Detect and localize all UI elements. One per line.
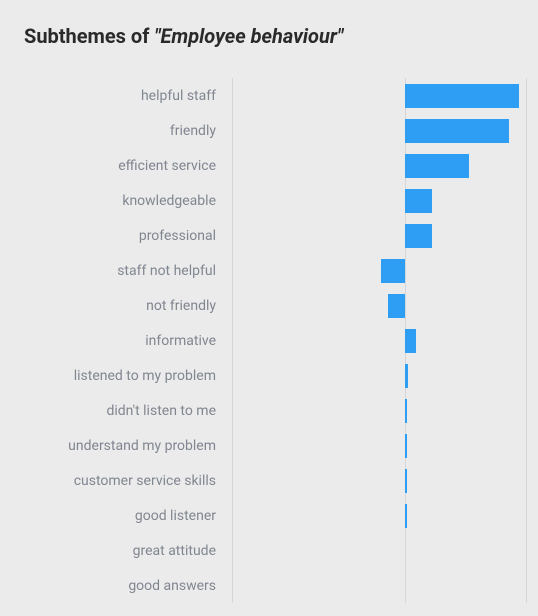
category-label: good answers [0,578,232,594]
bar [405,154,469,178]
bar [381,259,405,283]
bar-area [232,463,526,498]
bar-area [232,78,526,113]
bar-area [232,253,526,288]
category-label: professional [0,228,232,244]
bar-area [232,323,526,358]
bar-area [232,218,526,253]
category-label: didn't listen to me [0,403,232,419]
chart-row: efficient service [0,148,526,183]
chart-container: Subthemes of "Employee behaviour" helpfu… [0,0,538,603]
category-label: helpful staff [0,88,232,104]
chart-row: understand my problem [0,428,526,463]
title-italic: "Employee behaviour" [154,24,343,48]
bar-area [232,148,526,183]
category-label: informative [0,333,232,349]
bar [405,189,432,213]
bar [405,434,406,458]
chart-body: helpful staff friendly efficient service kn… [0,78,526,603]
bar-area [232,183,526,218]
chart-row: listened to my problem [0,358,526,393]
category-label: listened to my problem [0,368,232,384]
title-prefix: Subthemes of [24,24,154,48]
bar-area [232,393,526,428]
category-label: efficient service [0,158,232,174]
grid-line [526,78,527,603]
bar-area [232,358,526,393]
bar [405,364,407,388]
bar-area [232,568,526,603]
chart-row: friendly [0,113,526,148]
category-label: not friendly [0,298,232,314]
bar [405,469,406,493]
category-label: customer service skills [0,473,232,489]
chart-row: helpful staff [0,78,526,113]
bar [405,399,406,423]
bar [405,84,518,108]
bar-area [232,498,526,533]
chart-row: customer service skills [0,463,526,498]
bar-area [232,113,526,148]
category-label: good listener [0,508,232,524]
category-label: staff not helpful [0,263,232,279]
chart-row: not friendly [0,288,526,323]
chart-row: good answers [0,568,526,603]
bar-area [232,428,526,463]
chart-row: informative [0,323,526,358]
chart-title: Subthemes of "Employee behaviour" [24,24,526,48]
category-label: knowledgeable [0,193,232,209]
chart-row: staff not helpful [0,253,526,288]
chart-row: professional [0,218,526,253]
category-label: friendly [0,123,232,139]
bar-area [232,533,526,568]
bar-area [232,288,526,323]
chart-row: great attitude [0,533,526,568]
chart-row: didn't listen to me [0,393,526,428]
bar [405,504,406,528]
bar [405,224,432,248]
chart-rows: helpful staff friendly efficient service kn… [0,78,526,603]
bar [388,294,405,318]
category-label: great attitude [0,543,232,559]
chart-row: knowledgeable [0,183,526,218]
bar [405,119,509,143]
category-label: understand my problem [0,438,232,454]
bar [405,329,416,353]
chart-row: good listener [0,498,526,533]
